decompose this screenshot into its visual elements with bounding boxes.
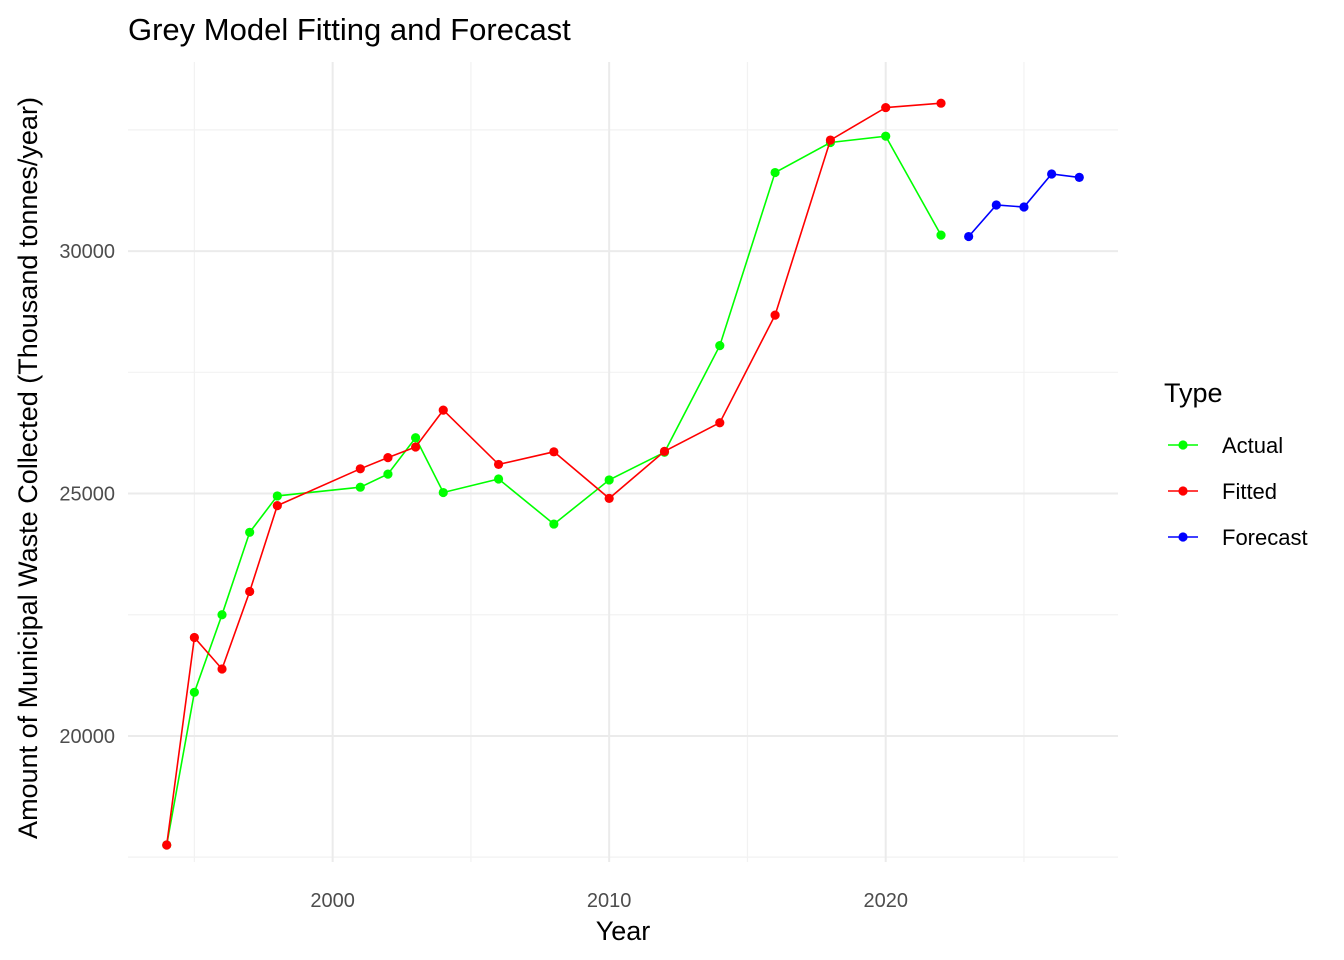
data-point-fitted: [383, 453, 393, 463]
series-forecast: [964, 169, 1084, 242]
data-point-fitted: [410, 442, 421, 452]
data-point-fitted: [493, 459, 504, 470]
data-point-actual: [383, 469, 393, 479]
data-point-fitted: [162, 840, 172, 850]
series-layer: [162, 98, 1084, 850]
x-tick-label: 2010: [587, 890, 632, 912]
series-line-fitted: [165, 102, 942, 846]
y-axis-ticks: 20000 25000 30000: [59, 241, 115, 748]
data-point-actual: [881, 131, 891, 141]
data-point-fitted: [715, 418, 725, 428]
data-point-forecast: [1047, 169, 1057, 179]
data-point-fitted: [217, 664, 227, 674]
legend-item-actual: Actual: [1168, 433, 1283, 458]
data-point-fitted: [936, 98, 946, 108]
data-point-actual: [549, 519, 559, 529]
data-point-actual: [410, 433, 421, 443]
data-point-actual: [936, 230, 946, 240]
y-axis-title: Amount of Municipal Waste Collected (Tho…: [13, 97, 43, 839]
data-point-actual: [493, 474, 504, 484]
data-point-fitted: [881, 102, 891, 113]
data-point-actual: [272, 491, 282, 501]
data-point-fitted: [604, 493, 614, 503]
x-axis-ticks: 2000 2010 2020: [310, 890, 908, 912]
legend-key-point: [1178, 486, 1188, 496]
legend-label: Forecast: [1222, 525, 1308, 550]
data-point-actual: [245, 527, 255, 537]
x-tick-label: 2020: [863, 890, 908, 912]
series-fitted: [162, 98, 946, 850]
data-point-actual: [189, 687, 199, 697]
data-point-actual: [355, 482, 365, 492]
data-point-fitted: [245, 586, 255, 597]
legend-item-forecast: Forecast: [1168, 525, 1308, 550]
data-point-fitted: [438, 405, 448, 415]
legend-key-point: [1178, 532, 1188, 542]
data-point-actual: [604, 475, 614, 485]
data-point-fitted: [272, 501, 282, 511]
data-point-fitted: [659, 446, 670, 456]
y-tick-label: 25000: [59, 484, 115, 506]
x-axis-title: Year: [596, 916, 651, 946]
legend-label: Fitted: [1222, 479, 1277, 504]
data-point-actual: [438, 487, 448, 498]
data-point-actual: [715, 341, 725, 351]
legend-key-point: [1178, 440, 1188, 450]
data-point-actual: [770, 167, 780, 178]
data-point-fitted: [189, 632, 199, 643]
y-tick-label: 30000: [59, 241, 115, 263]
y-tick-label: 20000: [59, 726, 115, 748]
data-point-forecast: [991, 200, 1001, 210]
major-gridlines: [128, 62, 1118, 862]
series-actual: [162, 131, 946, 850]
chart-title: Grey Model Fitting and Forecast: [128, 12, 571, 47]
legend-item-fitted: Fitted: [1168, 479, 1277, 504]
data-point-fitted: [770, 310, 780, 320]
x-tick-label: 2000: [310, 890, 355, 912]
data-point-fitted: [355, 464, 365, 474]
data-point-forecast: [1019, 202, 1029, 212]
series-line-actual: [165, 135, 942, 846]
legend-label: Actual: [1222, 433, 1283, 458]
data-point-forecast: [1074, 172, 1084, 182]
data-point-fitted: [549, 447, 559, 457]
data-point-forecast: [964, 231, 974, 242]
data-point-fitted: [825, 135, 836, 145]
legend-title: Type: [1164, 378, 1223, 408]
legend: Type Actual Fitted Forecast: [1164, 378, 1308, 550]
data-point-actual: [217, 610, 227, 620]
minor-gridlines: [128, 62, 1118, 862]
